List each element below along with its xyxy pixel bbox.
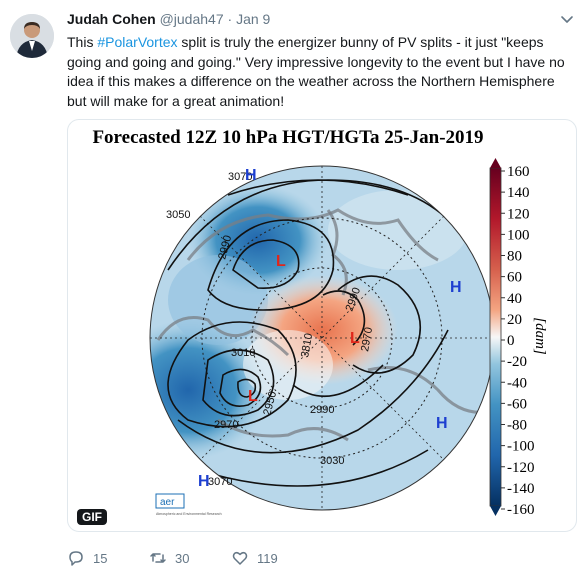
gif-media[interactable]: Forecasted 12Z 10 hPa HGT/HGTa 25-Jan-20… — [67, 119, 577, 532]
reply-button[interactable]: 15 — [67, 549, 107, 567]
colorbar-tick-label: 20 — [507, 312, 522, 328]
contour-label: 3070 — [228, 171, 252, 183]
colorbar-tick-label: 100 — [507, 227, 530, 243]
colorbar-tick-label: -100 — [507, 439, 535, 455]
contour-label: 2970 — [359, 326, 375, 352]
colorbar-unit: [dam] — [532, 317, 548, 355]
colorbar-tick-label: -120 — [507, 460, 535, 476]
polar-map: 3070 3050 2990 3010 3810 2990 2970 2950 … — [149, 158, 548, 518]
colorbar-tick-label: -60 — [507, 396, 527, 412]
author-handle[interactable]: @judah47 — [159, 11, 224, 27]
colorbar-tick-label: -140 — [507, 481, 535, 497]
colorbar-tick-label: 140 — [507, 185, 530, 201]
contour-label: 3050 — [166, 209, 190, 221]
tweet-header: Judah Cohen @judah47 · Jan 9 — [67, 11, 270, 27]
colorbar — [489, 158, 502, 516]
map-title: Forecasted 12Z 10 hPa HGT/HGTa 25-Jan-20… — [92, 127, 484, 148]
map-field — [150, 166, 494, 510]
high-marker: H — [436, 415, 448, 432]
logo-text: aer — [160, 497, 175, 508]
separator: · — [227, 11, 233, 27]
contour-label: 3010 — [231, 347, 255, 359]
colorbar-tick-label: -40 — [507, 375, 527, 391]
contour-label: 2990 — [310, 404, 334, 416]
gif-badge: GIF — [77, 509, 107, 525]
heart-icon — [232, 551, 248, 565]
contour-label: 3030 — [320, 455, 344, 467]
tweet-text-body: split is truly the energizer bunny of PV… — [67, 34, 565, 109]
aer-logo: aer Atmospheric and Environmental Resear… — [155, 493, 222, 516]
retweet-icon — [150, 553, 166, 563]
chevron-down-icon[interactable] — [559, 11, 575, 27]
like-button[interactable]: 119 — [231, 549, 278, 567]
contour-label: 2970 — [214, 419, 238, 431]
low-marker: L — [276, 253, 286, 270]
colorbar-tick-label: 0 — [507, 333, 515, 349]
tweet-text: This #PolarVortex split is truly the ene… — [67, 33, 577, 111]
reply-icon — [69, 551, 83, 566]
colorbar-tick-label: 160 — [507, 164, 530, 180]
colorbar-ticks: 160 140 120 100 80 60 40 20 0 -20 -40 -60 -80 -100 -12… — [501, 164, 535, 518]
retweet-count: 30 — [175, 550, 190, 566]
low-marker: L — [350, 330, 360, 347]
retweet-button[interactable]: 30 — [149, 549, 189, 567]
colorbar-tick-label: 120 — [507, 206, 530, 222]
low-marker: L — [248, 388, 258, 405]
high-marker: H — [450, 279, 462, 296]
logo-subtitle: Atmospheric and Environmental Research — [156, 512, 222, 516]
hashtag-link[interactable]: #PolarVortex — [97, 34, 178, 50]
tweet-text-start: This — [67, 34, 98, 50]
author-name[interactable]: Judah Cohen — [67, 11, 156, 27]
avatar[interactable] — [10, 14, 54, 58]
reply-count: 15 — [93, 550, 108, 566]
tweet-date[interactable]: Jan 9 — [236, 11, 271, 27]
contour-label: 3810 — [299, 332, 315, 358]
contour-label: 3070 — [208, 476, 232, 488]
high-marker: H — [245, 167, 257, 184]
colorbar-tick-label: 60 — [507, 270, 522, 286]
high-marker: H — [198, 473, 210, 490]
colorbar-tick-label: -20 — [507, 354, 527, 370]
profile-photo — [10, 14, 54, 58]
colorbar-tick-label: -80 — [507, 418, 527, 434]
colorbar-tick-label: 40 — [507, 291, 522, 307]
colorbar-tick-label: -160 — [507, 502, 535, 518]
tweet-actions: 15 30 119 — [67, 549, 567, 571]
colorbar-tick-label: 80 — [507, 249, 522, 265]
like-count: 119 — [257, 550, 278, 566]
